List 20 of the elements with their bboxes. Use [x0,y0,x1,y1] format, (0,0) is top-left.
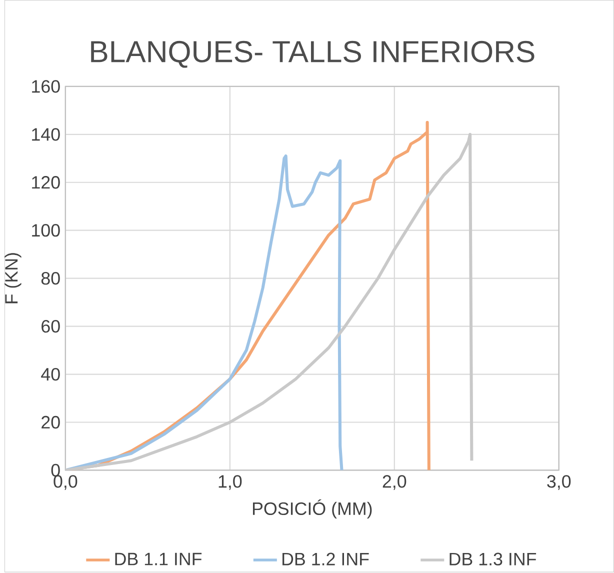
y-tick-label: 20 [42,416,60,429]
y-tick-label: 120 [32,176,60,189]
legend-label: DB 1.2 INF [282,552,369,566]
y-tick-label: 60 [42,320,60,333]
legend-label: DB 1.1 INF [115,552,202,566]
x-tick-label: 1,0 [218,475,242,490]
x-tick-label: 3,0 [547,475,571,490]
x-tick-label: 0,0 [54,475,78,490]
x-tick-label: 2,0 [382,475,406,490]
legend-label: DB 1.3 INF [450,552,536,566]
chart-title: BLANQUES- TALLS INFERIORS [91,41,534,68]
x-axis-title: POSICIÓ (MM) [252,499,372,519]
y-tick-label: 140 [32,128,60,141]
y-tick-label: 80 [41,272,60,285]
y-tick-label: 0 [51,464,60,477]
y-tick-label: 40 [41,368,60,381]
y-axis-title: F (KN) [4,253,22,304]
line-series [65,154,344,470]
y-tick-label: 160 [32,80,60,93]
y-tick-label: 100 [32,224,60,237]
